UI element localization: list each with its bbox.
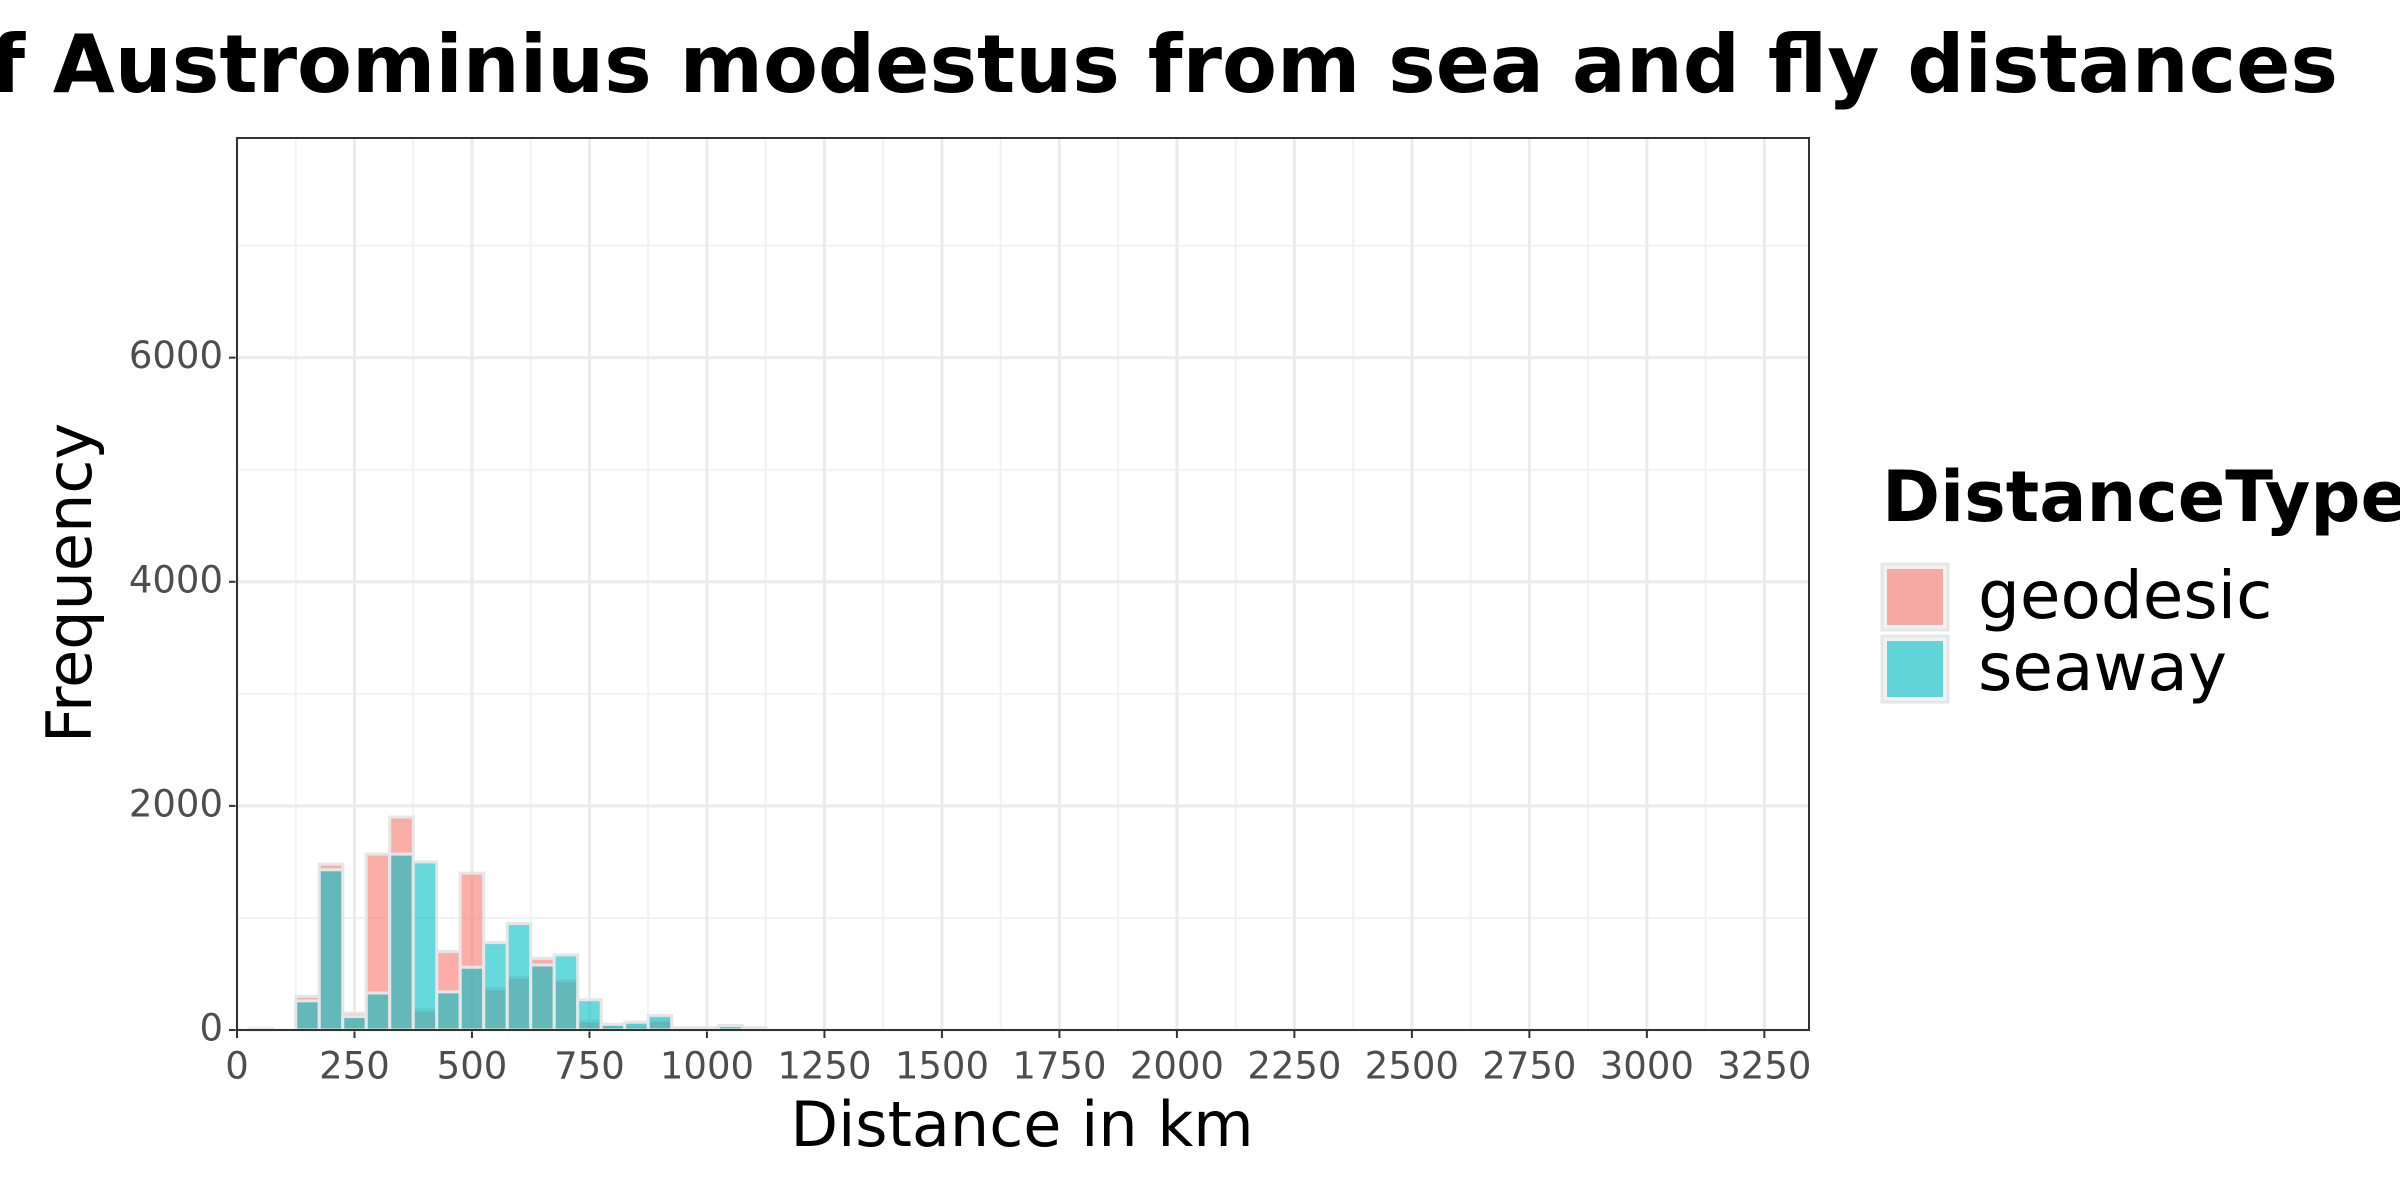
y-axis-label: Frequency — [33, 423, 106, 743]
x-tick-label: 1000 — [660, 1045, 754, 1088]
y-tick-label: 4000 — [129, 558, 223, 601]
histogram-bar — [294, 999, 321, 1032]
x-tick-label: 3000 — [1600, 1045, 1694, 1088]
histogram-bar — [505, 922, 533, 1032]
histogram-bar — [646, 1013, 674, 1032]
x-tick-label: 750 — [554, 1045, 625, 1088]
histogram-bar — [317, 868, 345, 1032]
histogram-bar — [529, 963, 556, 1032]
y-tick-label: 0 — [199, 1007, 223, 1050]
histogram-bar — [388, 852, 415, 1032]
histogram-bar — [576, 998, 603, 1032]
legend-title: DistanceType — [1882, 456, 2400, 538]
legend-swatch — [1887, 641, 1943, 697]
y-tick-label: 6000 — [129, 334, 223, 377]
x-tick-label: 1750 — [1012, 1045, 1106, 1088]
chart-title: ution of Austrominius modestus from sea … — [0, 18, 2338, 111]
x-tick-label: 2500 — [1365, 1045, 1459, 1088]
plot-panel — [237, 138, 1809, 1030]
x-tick-label: 250 — [319, 1045, 390, 1088]
legend-swatch — [1887, 569, 1943, 625]
histogram-bar — [364, 991, 392, 1032]
x-tick-label: 2000 — [1130, 1045, 1224, 1088]
x-tick-label: 500 — [437, 1045, 508, 1088]
histogram-bar — [623, 1020, 650, 1032]
legend-label: geodesic — [1978, 557, 2272, 634]
x-tick-label: 3250 — [1717, 1045, 1811, 1088]
histogram-bar — [435, 990, 462, 1032]
x-axis-label: Distance in km — [790, 1088, 1253, 1161]
panel-border — [236, 137, 1810, 1031]
x-tick-label: 1250 — [777, 1045, 871, 1088]
histogram-bar — [482, 941, 509, 1032]
y-tick-label: 2000 — [129, 782, 223, 825]
x-tick-label: 2250 — [1247, 1045, 1341, 1088]
histogram-bar — [458, 965, 486, 1032]
x-tick-label: 0 — [225, 1045, 249, 1088]
histogram-bar — [341, 1015, 368, 1032]
histogram-bar — [411, 860, 439, 1032]
legend-label: seaway — [1978, 629, 2227, 706]
histogram-bar — [552, 953, 580, 1032]
x-tick-label: 1500 — [895, 1045, 989, 1088]
x-tick-label: 2750 — [1482, 1045, 1576, 1088]
